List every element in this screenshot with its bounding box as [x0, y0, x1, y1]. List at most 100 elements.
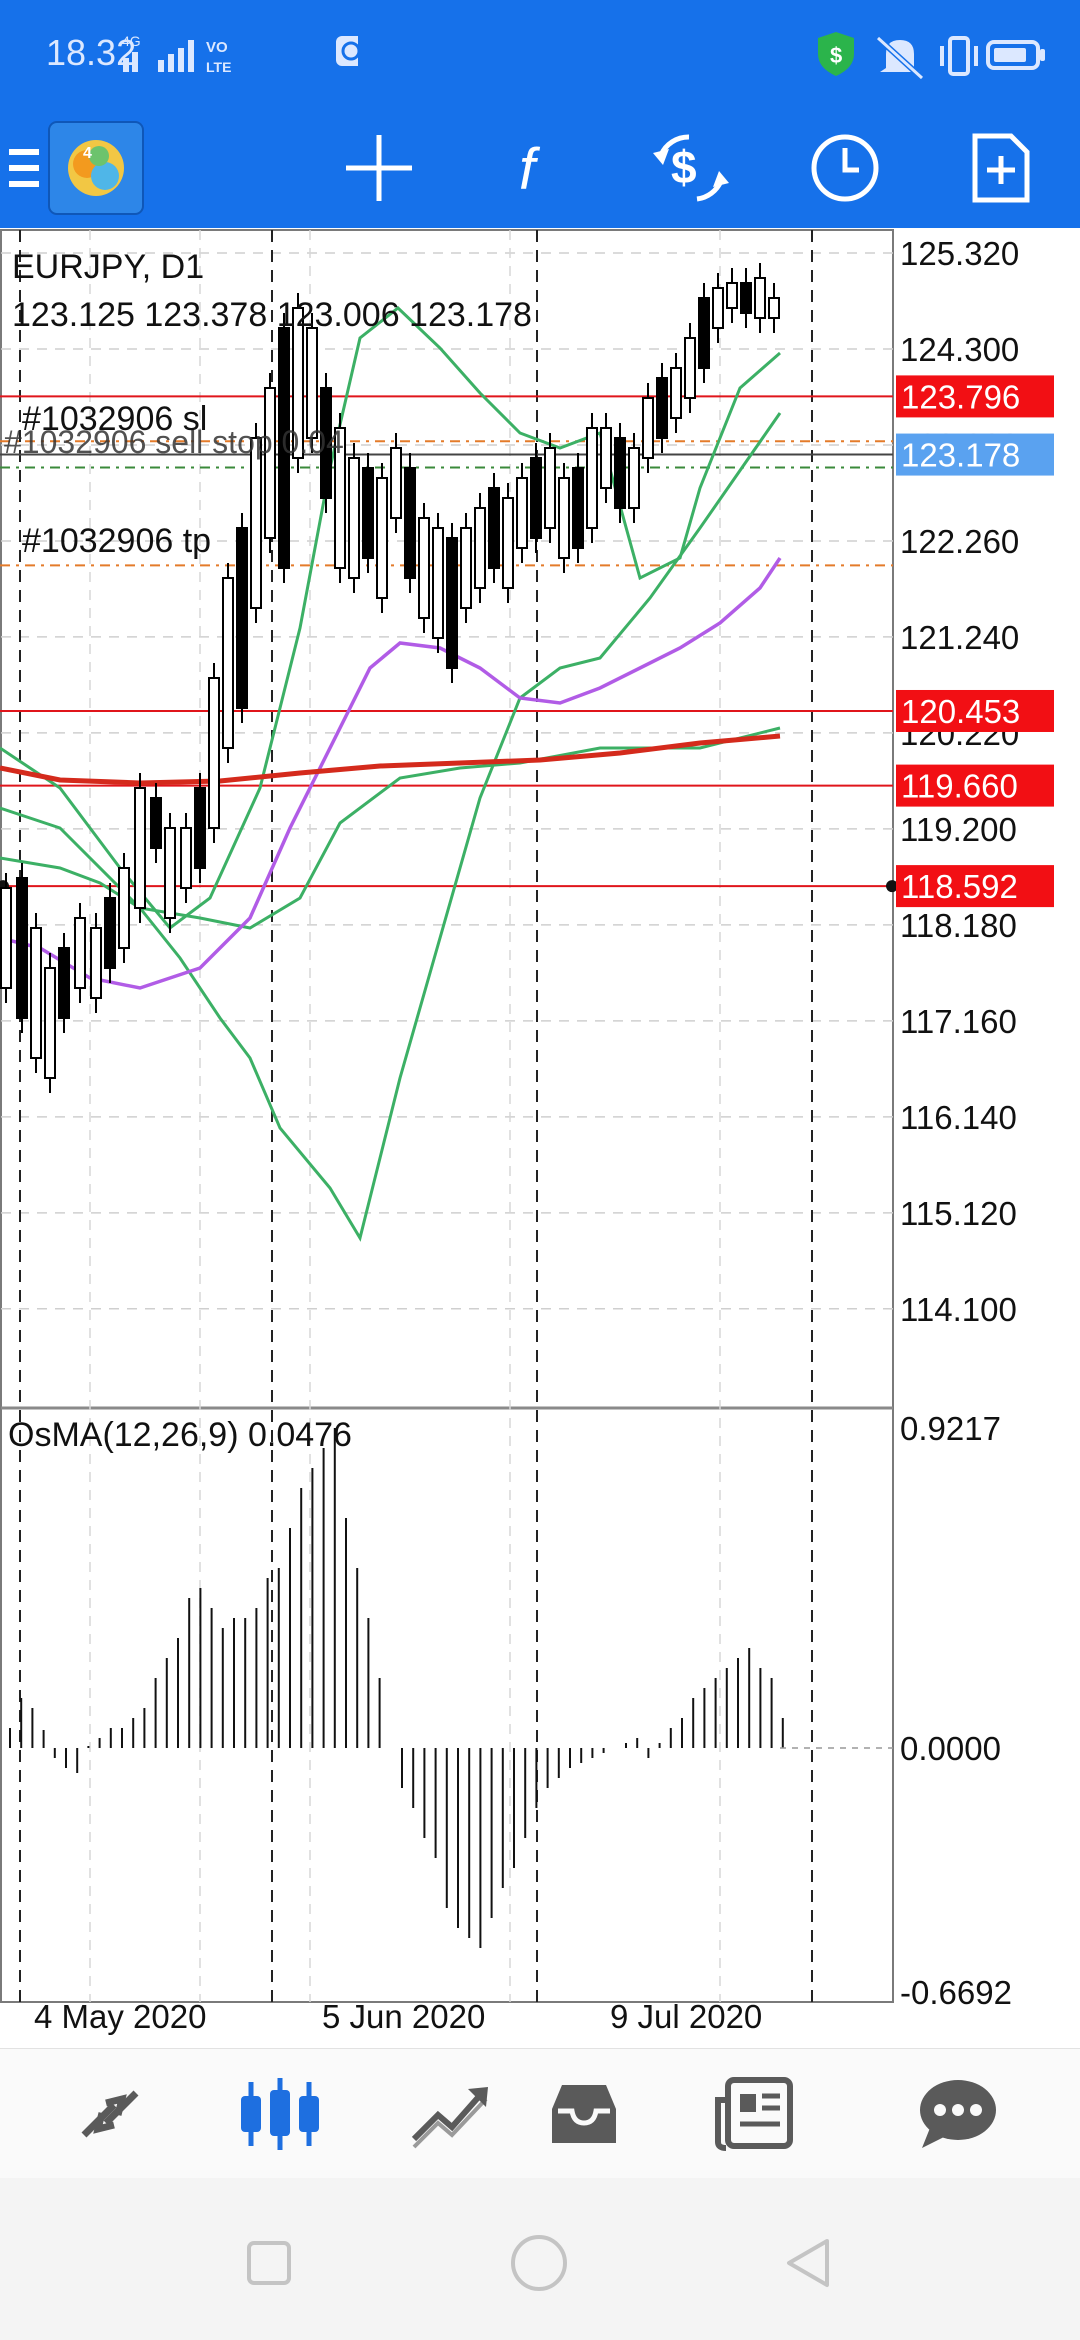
candle-body — [768, 297, 780, 319]
candle-body — [544, 447, 556, 529]
menu-icon[interactable] — [0, 118, 74, 218]
candle-body — [292, 307, 304, 459]
candle-body — [320, 387, 332, 499]
candle-body — [684, 337, 696, 399]
candle-body — [236, 527, 248, 709]
price-tag — [896, 689, 1054, 732]
candle-body — [530, 457, 542, 539]
candle-body — [0, 887, 12, 989]
network-4g-text: 4G — [122, 33, 141, 49]
candle-body — [208, 677, 220, 829]
price-tick-label: 117.160 — [900, 1003, 1017, 1040]
signal-icons: 4G VO LTE — [122, 33, 358, 75]
candle-body — [334, 427, 346, 569]
price-tick-label: 118.180 — [900, 907, 1017, 944]
chart-window[interactable]: 125.320124.300123.280122.260121.240120.2… — [0, 228, 1080, 2048]
vibrate-icon — [940, 36, 978, 76]
news-icon[interactable] — [694, 2059, 814, 2169]
candle-body — [432, 527, 444, 639]
price-tag — [896, 375, 1054, 418]
quotes-icon[interactable] — [50, 2059, 170, 2169]
new-object-icon[interactable] — [946, 118, 1056, 218]
candle-body — [642, 397, 654, 459]
candle-body — [460, 527, 472, 609]
history-icon[interactable] — [524, 2059, 644, 2169]
candle-body — [614, 437, 626, 509]
price-tag — [896, 433, 1054, 476]
symbol-timeframe: EURJPY, D1 — [12, 248, 205, 286]
date-label: 4 May 2020 — [34, 1998, 207, 2035]
candle-body — [348, 457, 360, 579]
order-sell-stop-label: #1032906 sell stop 0.04 — [4, 424, 344, 460]
chart-canvas[interactable]: 125.320124.300123.280122.260121.240120.2… — [0, 228, 1080, 2048]
trade-icon[interactable]: $ — [636, 118, 746, 218]
candle-body — [376, 477, 388, 599]
indicators-icon[interactable]: f — [480, 118, 590, 218]
price-tag-text: 123.178 — [901, 437, 1020, 474]
moving-average-slow — [0, 733, 781, 786]
order-sl-label: #1032906 sl — [22, 400, 208, 438]
osma-scale-bottom: -0.6692 — [900, 1974, 1012, 2011]
chat-icon[interactable] — [898, 2059, 1018, 2169]
candle-body — [90, 927, 102, 999]
price-tag-text: 123.796 — [901, 378, 1020, 415]
price-tag-text: 119.660 — [901, 768, 1018, 805]
vpn-shield-icon — [336, 36, 358, 66]
candle-body — [488, 487, 500, 569]
candle-body — [134, 787, 146, 909]
price-tick-label: 114.100 — [900, 1291, 1017, 1328]
candle-body — [446, 537, 458, 669]
order-tp-label: #1032906 tp — [22, 522, 212, 560]
candle-body — [600, 427, 612, 489]
candle-body — [278, 327, 290, 569]
candle-body — [558, 477, 570, 559]
level-handle — [886, 880, 898, 893]
candle-body — [586, 427, 598, 529]
candle-body — [390, 447, 402, 519]
svg-text:VO: VO — [206, 39, 228, 56]
candle-body — [104, 897, 116, 969]
crosshair-icon[interactable] — [324, 118, 434, 218]
candle-body — [222, 577, 234, 749]
dollar-shield-icon: $ — [818, 32, 854, 76]
status-time: 18.32 — [46, 32, 137, 73]
price-tick-label: 121.240 — [900, 619, 1019, 656]
battery-icon — [986, 40, 1045, 70]
price-tag-text: 120.453 — [901, 693, 1020, 730]
candle-body — [264, 387, 276, 539]
main-plot-frame — [0, 229, 894, 1409]
system-navigation-bar — [0, 2178, 1080, 2340]
trade-icon[interactable] — [390, 2059, 510, 2169]
candle-body — [404, 467, 416, 579]
back-button[interactable] — [764, 2218, 854, 2308]
silent-bell-icon — [875, 35, 925, 81]
candle-body — [628, 447, 640, 509]
candle-body — [306, 327, 318, 439]
ohlc-values: 123.125 123.378 123.006 123.178 — [12, 296, 532, 334]
timeframe-clock-icon[interactable] — [790, 118, 900, 218]
recents-button[interactable] — [224, 2218, 314, 2308]
home-button[interactable] — [494, 2218, 584, 2308]
metatrader-logo: 4 — [44, 118, 148, 218]
osma-plot-frame — [0, 1407, 894, 2003]
candle-body — [44, 967, 56, 1079]
svg-text:$: $ — [830, 43, 842, 68]
candle-body — [474, 507, 486, 589]
osma-label: OsMA(12,26,9) 0.0476 — [8, 1416, 352, 1454]
price-tag — [896, 764, 1054, 807]
price-tag — [896, 865, 1054, 908]
svg-text:f: f — [519, 137, 541, 202]
price-tag-text: 118.592 — [901, 868, 1018, 905]
candle-body — [30, 927, 42, 1059]
chart-icon[interactable] — [220, 2059, 340, 2169]
bottom-navigation — [0, 2048, 1080, 2179]
candle-body — [656, 377, 668, 439]
candle-body — [502, 497, 514, 589]
chart-toolbar: 4 f $ — [0, 110, 1080, 228]
bollinger-upper — [0, 306, 781, 931]
status-bar: 18.32 4G VO LTE $ — [0, 0, 1080, 110]
svg-text:4: 4 — [83, 145, 92, 162]
price-tick-label: 116.140 — [900, 1099, 1017, 1136]
candle-body — [164, 827, 176, 919]
candle-body — [740, 282, 752, 314]
